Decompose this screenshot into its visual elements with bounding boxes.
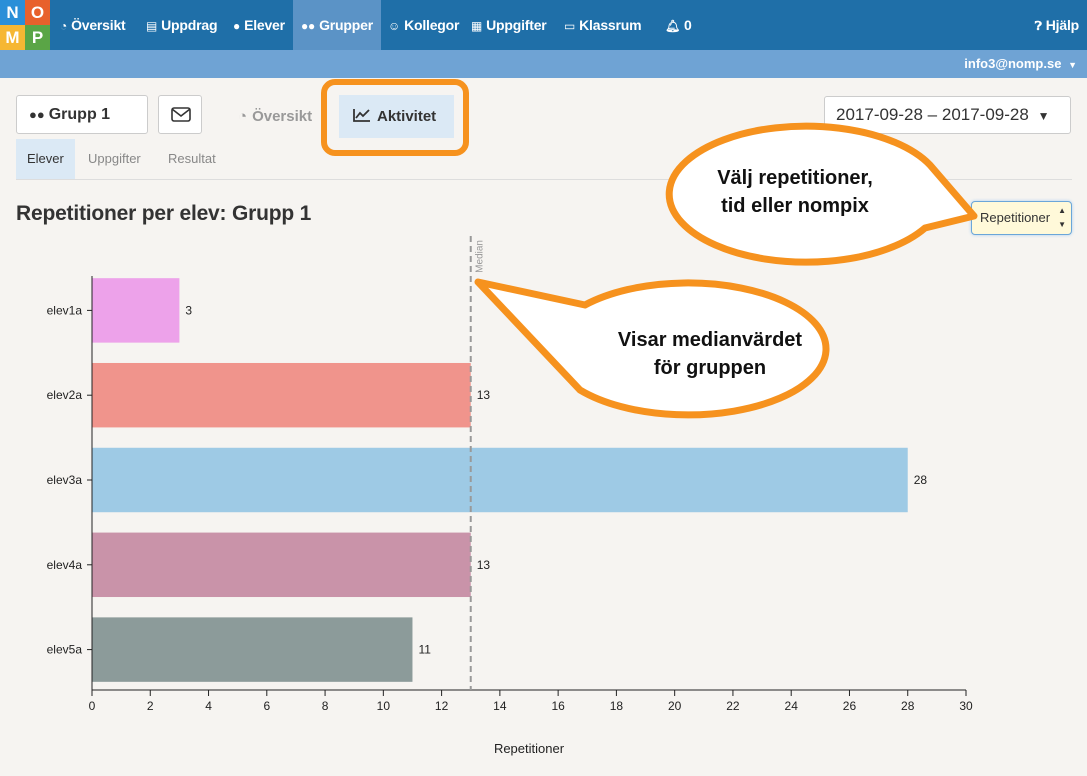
users-icon: ●● <box>29 107 45 122</box>
bar-elev1a <box>92 278 180 343</box>
subtab-elever[interactable]: Elever <box>16 139 75 179</box>
question-icon: ❓︎ <box>1034 19 1042 33</box>
x-tick-label: 16 <box>551 699 565 713</box>
median-label: Median <box>475 240 486 273</box>
nav-elever[interactable]: ● Elever <box>233 0 285 50</box>
user-menu[interactable]: info3@nomp.se ▼ <box>964 56 1077 71</box>
callout-median-text: Visar medianvärdet för gruppen <box>617 329 803 379</box>
dashboard-icon: ◔ <box>60 19 68 33</box>
x-axis-label: Repetitioner <box>494 741 565 756</box>
x-tick-label: 0 <box>89 699 96 713</box>
x-tick-label: 30 <box>959 699 973 713</box>
subtab-uppgifter[interactable]: Uppgifter <box>88 151 141 166</box>
nav-uppgifter[interactable]: ▦ Uppgifter <box>471 0 547 50</box>
x-tick-label: 4 <box>205 699 212 713</box>
nomp-logo[interactable]: N O M P <box>0 0 50 50</box>
x-tick-label: 10 <box>377 699 391 713</box>
bar-elev3a <box>92 447 908 513</box>
bar-elev5a <box>92 617 413 682</box>
value-label: 28 <box>914 473 928 487</box>
subtabs: Elever Uppgifter Resultat <box>16 139 1072 180</box>
x-tick-label: 22 <box>726 699 740 713</box>
x-tick-label: 20 <box>668 699 682 713</box>
value-label: 3 <box>185 303 192 317</box>
nav-notifications[interactable]: 🔔︎ 0 <box>665 0 692 50</box>
nav-oversikt[interactable]: ◔ Översikt <box>60 0 126 50</box>
metric-select[interactable]: Repetitioner ▲ ▼ <box>971 201 1072 235</box>
page-title: Repetitioner per elev: Grupp 1 <box>16 202 312 225</box>
logo-letter-o: O <box>25 0 50 25</box>
category-label: elev4a <box>47 558 83 572</box>
value-label: 13 <box>477 388 491 402</box>
nav-help[interactable]: ❓︎ Hjälp <box>1035 0 1079 50</box>
x-tick-label: 24 <box>785 699 799 713</box>
subtab-resultat[interactable]: Resultat <box>168 151 216 166</box>
category-label: elev1a <box>47 303 83 317</box>
x-tick-label: 6 <box>263 699 270 713</box>
tab-oversikt[interactable]: ◔ Översikt <box>238 108 313 125</box>
monitor-icon: ▭ <box>564 19 576 33</box>
caret-down-icon: ▼ <box>1037 109 1050 123</box>
x-tick-label: 28 <box>901 699 915 713</box>
x-tick-label: 14 <box>493 699 507 713</box>
envelope-icon <box>171 107 191 122</box>
nav-kollegor[interactable]: ☺ Kollegor <box>388 0 459 50</box>
category-label: elev2a <box>47 388 83 402</box>
x-tick-label: 8 <box>322 699 329 713</box>
dashboard-icon: ◔ <box>238 108 248 125</box>
logo-letter-p: P <box>25 25 50 50</box>
logo-letter-m: M <box>0 25 25 50</box>
grid-icon: ▦ <box>471 19 483 33</box>
x-tick-label: 12 <box>435 699 449 713</box>
value-label: 11 <box>418 643 431 657</box>
value-label: 13 <box>477 558 491 572</box>
category-label: elev3a <box>47 473 83 487</box>
x-tick-label: 2 <box>147 699 154 713</box>
user-icon: ● <box>233 19 241 33</box>
bar-elev4a <box>92 532 471 598</box>
line-chart-icon <box>353 109 370 122</box>
user-bar: info3@nomp.se ▼ <box>0 50 1087 78</box>
tab-aktivitet[interactable]: Aktivitet <box>339 95 454 138</box>
caret-down-icon: ▼ <box>1068 60 1077 70</box>
mail-button[interactable] <box>158 95 202 134</box>
group-button[interactable]: ●● Grupp 1 <box>16 95 148 134</box>
nav-klassrum[interactable]: ▭ Klassrum <box>564 0 642 50</box>
smiley-icon: ☺ <box>388 19 401 33</box>
top-navbar: N O M P ◔ Översikt ▤ Uppdrag ● Elever ●● Gru… <box>0 0 1087 50</box>
bar-elev2a <box>92 362 471 428</box>
category-label: elev5a <box>47 643 83 657</box>
x-tick-label: 26 <box>843 699 857 713</box>
logo-letter-n: N <box>0 0 25 25</box>
book-icon: ▤ <box>146 19 158 33</box>
highlight-box <box>321 79 469 156</box>
nav-grupper[interactable]: ●● Grupper <box>293 0 381 50</box>
x-tick-label: 18 <box>610 699 624 713</box>
sort-arrows-icon: ▲ ▼ <box>1058 206 1066 229</box>
callout-select-text: Välj repetitioner, tid eller nompix <box>717 167 873 217</box>
nav-uppdrag[interactable]: ▤ Uppdrag <box>146 0 217 50</box>
bell-icon: 🔔︎ <box>665 19 681 33</box>
users-icon: ●● <box>301 19 316 33</box>
